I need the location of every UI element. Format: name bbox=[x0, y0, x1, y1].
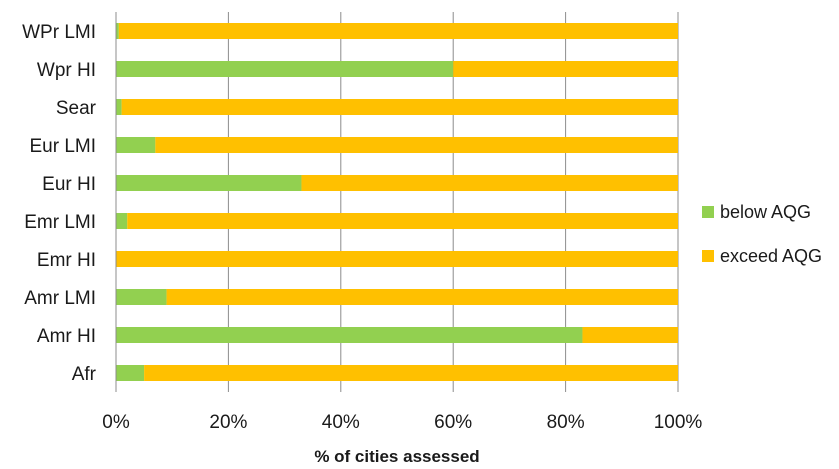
category-label: Emr HI bbox=[37, 250, 96, 271]
legend: below AQG exceed AQG bbox=[702, 202, 822, 266]
category-label: Wpr HI bbox=[37, 60, 96, 81]
category-label: Eur HI bbox=[42, 174, 96, 195]
bar-below-aqg bbox=[116, 137, 156, 153]
bar-below-aqg bbox=[116, 289, 167, 305]
bar-exceed-aqg bbox=[301, 175, 678, 191]
legend-label: below AQG bbox=[720, 202, 811, 222]
bar-below-aqg bbox=[116, 61, 454, 77]
legend-swatch-exceed-aqg bbox=[702, 250, 714, 262]
category-label: Sear bbox=[56, 98, 97, 119]
category-label: Afr bbox=[72, 364, 97, 385]
bar-exceed-aqg bbox=[118, 23, 678, 39]
bar-below-aqg bbox=[116, 213, 128, 229]
category-label: Amr HI bbox=[37, 326, 96, 347]
bar-exceed-aqg bbox=[155, 137, 679, 153]
category-label: Amr LMI bbox=[24, 288, 96, 309]
bars bbox=[116, 23, 679, 381]
category-labels: Afr Amr HI Amr LMI Emr HI Emr LMI Eur HI Eur L… bbox=[22, 22, 97, 385]
bar-exceed-aqg bbox=[127, 213, 679, 229]
bar-exceed-aqg bbox=[144, 365, 679, 381]
bar-exceed-aqg bbox=[453, 61, 678, 77]
bar-exceed-aqg bbox=[582, 327, 678, 343]
bar-below-aqg bbox=[116, 327, 583, 343]
bar-below-aqg bbox=[116, 365, 145, 381]
x-tick-label: 40% bbox=[322, 412, 360, 433]
x-tick-label: 60% bbox=[434, 412, 472, 433]
bar-exceed-aqg bbox=[116, 251, 678, 267]
x-axis-title: % of cities assessed bbox=[314, 447, 479, 466]
bar-below-aqg bbox=[116, 175, 302, 191]
category-label: WPr LMI bbox=[22, 22, 96, 43]
x-tick-label: 20% bbox=[209, 412, 247, 433]
bar-below-aqg bbox=[116, 99, 122, 115]
category-label: Eur LMI bbox=[29, 136, 96, 157]
legend-swatch-below-aqg bbox=[702, 206, 714, 218]
legend-label: exceed AQG bbox=[720, 246, 822, 266]
bar-exceed-aqg bbox=[166, 289, 678, 305]
x-tick-label: 100% bbox=[654, 412, 703, 433]
bar-below-aqg bbox=[116, 23, 119, 39]
x-tick-label: 0% bbox=[102, 412, 130, 433]
x-tick-label: 80% bbox=[547, 412, 585, 433]
bar-exceed-aqg bbox=[121, 99, 679, 115]
x-tick-labels: 0% 20% 40% 60% 80% 100% bbox=[102, 412, 702, 433]
category-label: Emr LMI bbox=[24, 212, 96, 233]
